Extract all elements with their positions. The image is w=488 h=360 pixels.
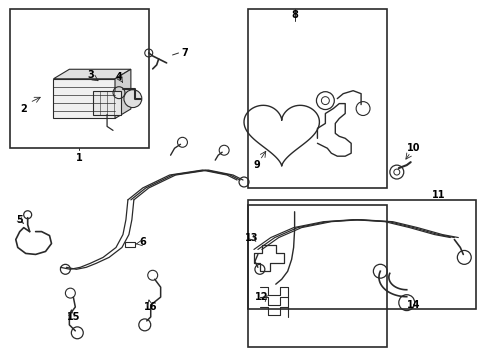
Text: 9: 9 [253, 160, 260, 170]
Bar [247, 200, 475, 309]
Text: 2: 2 [20, 104, 27, 113]
Text: 6: 6 [139, 237, 146, 247]
Text: 5: 5 [16, 215, 23, 225]
Polygon shape [115, 69, 131, 118]
Bar [247, 9, 386, 188]
Text: 7: 7 [181, 48, 187, 58]
Circle shape [123, 90, 142, 108]
Polygon shape [53, 69, 131, 79]
Text: 3: 3 [88, 70, 94, 80]
Polygon shape [53, 79, 115, 118]
Text: 4: 4 [115, 72, 122, 82]
Text: 15: 15 [66, 312, 80, 322]
Bar [247, 205, 386, 347]
Bar [10, 9, 148, 148]
Text: 14: 14 [406, 300, 420, 310]
Bar [93, 91, 121, 114]
Text: 11: 11 [431, 190, 445, 200]
Text: 13: 13 [244, 233, 258, 243]
Text: 10: 10 [406, 143, 420, 153]
Text: 16: 16 [143, 302, 157, 312]
Bar [124, 242, 135, 247]
Text: 12: 12 [255, 292, 268, 302]
Text: 1: 1 [76, 153, 82, 163]
Text: 8: 8 [290, 10, 298, 20]
